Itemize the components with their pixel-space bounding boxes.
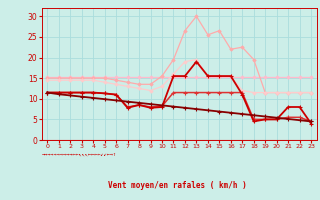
Text: →→→→→→→→→→←←↖↖↖←←←←↙↙←→↑: →→→→→→→→→→←←↖↖↖←←←←↙↙←→↑ [42, 152, 116, 158]
Text: Vent moyen/en rafales ( km/h ): Vent moyen/en rafales ( km/h ) [108, 182, 247, 190]
